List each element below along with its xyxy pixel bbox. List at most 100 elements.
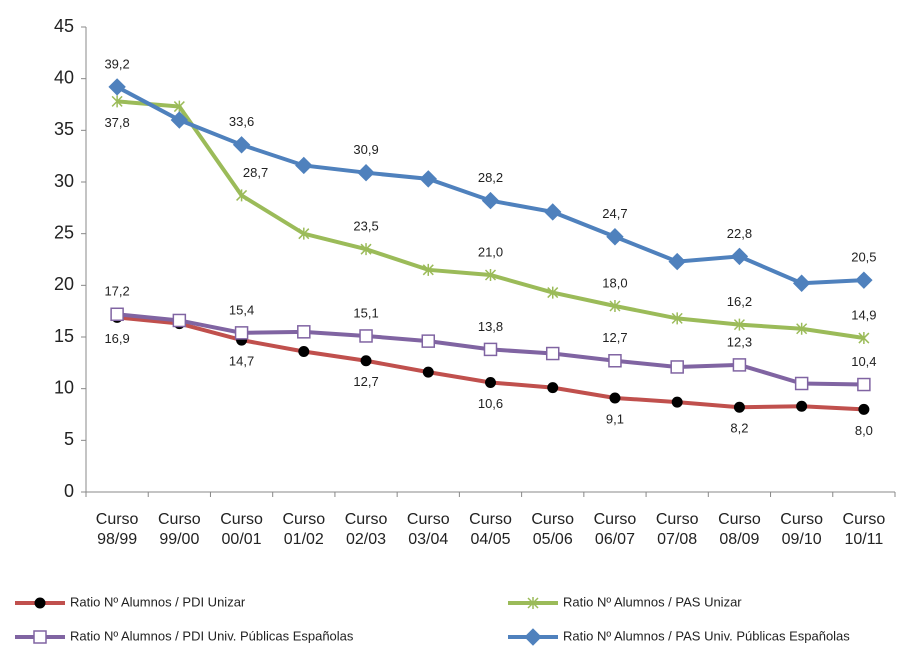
marker: [671, 396, 683, 408]
marker: [547, 382, 559, 394]
marker: [357, 163, 375, 182]
marker: [608, 354, 622, 368]
marker: [483, 342, 498, 357]
marker: [668, 252, 686, 271]
data-label: 17,2: [104, 284, 129, 299]
data-label: 20,5: [851, 250, 876, 265]
marker: [858, 403, 870, 415]
marker: [857, 377, 871, 392]
data-label: 39,2: [104, 56, 129, 71]
marker: [173, 100, 185, 113]
marker: [858, 332, 870, 345]
data-label: 23,5: [353, 219, 378, 234]
x-tick-label: Curso 00/01: [220, 511, 263, 548]
data-label: 16,9: [104, 331, 129, 346]
marker: [236, 189, 248, 202]
marker: [34, 597, 46, 609]
data-label: 15,4: [229, 302, 254, 317]
data-label: 10,6: [478, 396, 503, 411]
marker: [422, 263, 434, 276]
marker: [33, 630, 47, 644]
marker: [421, 334, 436, 348]
data-label: 13,8: [478, 319, 503, 334]
marker: [419, 170, 437, 188]
data-label: 9,1: [606, 411, 624, 426]
marker: [524, 628, 542, 646]
marker: [796, 322, 808, 335]
x-tick-label: Curso 07/08: [655, 511, 699, 548]
marker: [671, 312, 683, 325]
data-label: 18,0: [602, 275, 627, 290]
y-tick-label: 15: [54, 326, 74, 346]
marker: [298, 227, 310, 240]
x-tick-label: Curso 05/06: [531, 511, 575, 548]
data-label: 28,7: [243, 165, 268, 180]
data-label: 15,1: [353, 305, 378, 320]
x-tick-label: Curso 02/03: [344, 511, 388, 548]
marker: [544, 203, 562, 221]
data-label: 10,4: [851, 354, 876, 369]
marker: [170, 111, 189, 129]
marker: [360, 243, 372, 256]
marker: [547, 286, 559, 299]
marker: [733, 318, 745, 331]
marker: [295, 156, 313, 175]
marker: [108, 78, 126, 96]
marker: [527, 597, 539, 609]
marker: [730, 247, 749, 266]
data-label: 16,2: [727, 294, 752, 309]
y-tick-label: 10: [54, 377, 74, 397]
data-label: 22,8: [727, 226, 752, 241]
y-tick-label: 35: [54, 119, 74, 139]
legend-label: Ratio Nº Alumnos / PDI Unizar: [70, 594, 246, 609]
data-label: 12,3: [727, 334, 752, 349]
x-tick-label: Curso 04/05: [469, 511, 512, 548]
legend-label: Ratio Nº Alumnos / PDI Univ. Públicas Es…: [70, 628, 354, 643]
x-tick-label: Curso 10/11: [842, 511, 886, 548]
marker: [796, 400, 808, 412]
data-label: 30,9: [353, 142, 378, 157]
data-label: 28,2: [478, 170, 503, 185]
marker: [359, 329, 373, 343]
marker: [297, 325, 311, 339]
marker: [360, 355, 372, 367]
marker: [234, 326, 249, 340]
data-label: 14,9: [851, 307, 876, 322]
data-label: 8,0: [855, 423, 873, 438]
marker: [298, 345, 310, 357]
marker: [792, 274, 811, 292]
data-label: 12,7: [602, 330, 627, 345]
x-tick-label: Curso 01/02: [282, 511, 326, 548]
x-tick-label: Curso 08/09: [718, 511, 761, 548]
marker: [485, 376, 496, 388]
marker: [606, 228, 624, 246]
marker: [609, 300, 621, 312]
data-label: 14,7: [229, 354, 254, 369]
x-tick-label: Curso 99/00: [158, 511, 201, 548]
marker: [545, 346, 560, 361]
marker: [484, 269, 497, 281]
marker: [732, 358, 747, 372]
data-label: 33,6: [229, 114, 254, 129]
marker: [855, 271, 873, 289]
marker: [232, 136, 251, 154]
legend-label: Ratio Nº Alumnos / PAS Univ. Públicas Es…: [563, 628, 850, 643]
marker: [111, 95, 123, 108]
y-tick-label: 20: [54, 274, 74, 294]
marker: [609, 392, 621, 404]
data-label: 37,8: [104, 115, 129, 130]
marker: [670, 360, 684, 374]
x-tick-label: Curso 06/07: [593, 511, 637, 548]
marker: [110, 307, 124, 322]
marker: [172, 313, 187, 328]
x-tick-label: Curso 09/10: [780, 511, 823, 548]
y-tick-label: 5: [64, 429, 74, 449]
data-label: 8,2: [730, 421, 748, 436]
marker: [733, 401, 745, 413]
data-label: 21,0: [478, 244, 503, 259]
marker: [481, 191, 500, 210]
legend-label: Ratio Nº Alumnos / PAS Unizar: [563, 594, 742, 609]
x-tick-label: Curso 98/99: [95, 511, 139, 548]
